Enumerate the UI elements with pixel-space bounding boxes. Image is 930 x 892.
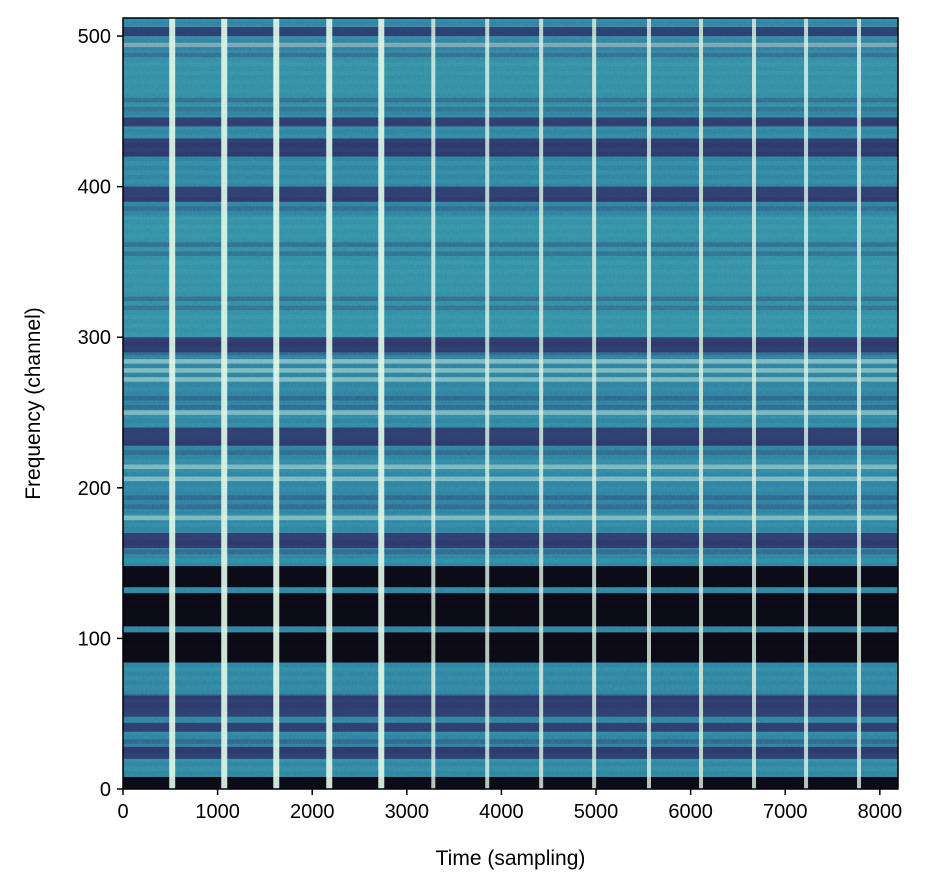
dark-band [123, 776, 898, 789]
y-tick-label: 500 [78, 26, 111, 48]
x-axis-label: Time (sampling) [436, 847, 586, 870]
dark-band [123, 593, 898, 627]
y-tick-label: 400 [78, 177, 111, 199]
bright-line [123, 410, 898, 415]
bright-line [123, 515, 898, 521]
pulse-line [378, 18, 385, 789]
dark-band [123, 746, 898, 759]
heatmap-noise [123, 18, 898, 789]
dark-band [123, 566, 898, 588]
heatmap-area [123, 18, 898, 789]
pulse-line [699, 18, 704, 789]
y-tick-label: 200 [78, 478, 111, 500]
dark-band [123, 337, 898, 353]
bright-line [123, 42, 898, 48]
dark-band [123, 427, 898, 446]
pulse-line [273, 18, 280, 789]
pulse-line [326, 18, 333, 789]
dark-band [123, 722, 898, 732]
x-tick-label: 3000 [385, 801, 430, 823]
x-axis: 0 1000 2000 3000 4000 5000 6000 7000 8000 [117, 789, 902, 823]
bright-line [123, 368, 898, 373]
dark-band [123, 186, 898, 202]
x-tick-label: 5000 [574, 801, 619, 823]
y-tick-label: 0 [100, 779, 111, 801]
pulse-line [752, 18, 757, 789]
pulse-line [592, 18, 597, 789]
bright-line [123, 377, 898, 382]
bright-line [123, 359, 898, 364]
dark-band [123, 138, 898, 157]
dark-band [123, 632, 898, 663]
pulse-line [647, 18, 652, 789]
dark-band [123, 117, 898, 127]
x-tick-label: 0 [117, 801, 128, 823]
dark-band [123, 695, 898, 717]
pulse-line [539, 18, 544, 789]
x-tick-label: 1000 [195, 801, 240, 823]
x-tick-label: 8000 [858, 801, 903, 823]
dark-band [123, 27, 898, 37]
bright-line [123, 464, 898, 470]
y-axis-label: Frequency (channel) [22, 307, 45, 500]
plot-frame [122, 17, 899, 790]
pulse-line [169, 18, 176, 789]
pulse-line [485, 18, 490, 789]
x-tick-label: 4000 [479, 801, 524, 823]
pulse-line [857, 18, 862, 789]
y-axis: 0 100 200 300 400 500 [78, 26, 123, 801]
x-tick-label: 6000 [668, 801, 713, 823]
x-tick-label: 7000 [763, 801, 808, 823]
pulse-line [221, 18, 228, 789]
pulse-line [804, 18, 809, 789]
bright-line [123, 476, 898, 482]
y-tick-label: 100 [78, 628, 111, 650]
x-tick-label: 2000 [290, 801, 335, 823]
y-tick-label: 300 [78, 327, 111, 349]
pulse-line [431, 18, 436, 789]
dark-band [123, 533, 898, 549]
